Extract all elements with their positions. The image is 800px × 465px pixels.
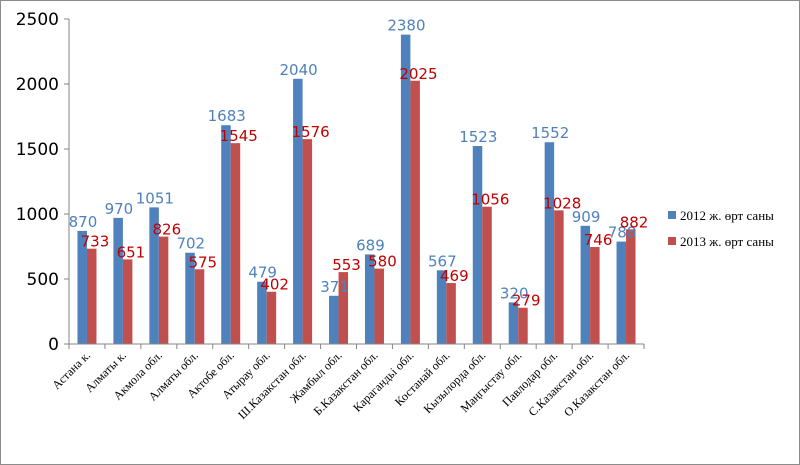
bar-2013 [194, 269, 205, 344]
legend: 2012 ж. өрт саны 2013 ж. өрт саны [668, 208, 774, 249]
y-axis: 0 500 1000 1500 2000 2500 [16, 10, 70, 355]
legend-swatch-2012 [668, 211, 676, 219]
data-label-2013: 733 [81, 233, 110, 251]
x-category-label: Б.Казакстан обл. [311, 348, 381, 418]
data-label-2012: 2040 [280, 61, 318, 79]
data-label-2013: 882 [620, 213, 649, 231]
bar-2012 [400, 34, 411, 344]
data-label-2012: 371 [320, 278, 349, 296]
data-label-2012: 1523 [459, 128, 497, 146]
data-label-2013: 1028 [543, 194, 581, 212]
data-label-2012: 320 [500, 284, 529, 302]
data-label-2013: 1545 [220, 127, 258, 145]
data-label-2013: 651 [117, 243, 146, 261]
x-category-label: Кызылорда обл. [421, 348, 489, 416]
bar-2013 [86, 248, 97, 344]
y-tick-label: 500 [27, 270, 59, 290]
data-label-2012: 1683 [208, 107, 246, 125]
bar-2013 [482, 206, 492, 344]
bar-2013 [590, 247, 600, 344]
bar-2012 [221, 125, 231, 345]
bar-2012 [329, 295, 339, 344]
data-label-2012: 567 [428, 252, 457, 270]
bar-2012 [436, 270, 447, 344]
bar-2012 [616, 241, 627, 344]
bar-2012 [508, 302, 519, 344]
data-label-2013: 1056 [471, 191, 509, 209]
data-label-2012: 689 [356, 236, 385, 254]
bar-2013 [338, 272, 349, 344]
data-label-2012: 970 [105, 200, 134, 218]
x-axis: Астана к.Алматы к.Акмола обл.Алматы обл.… [49, 343, 645, 422]
data-label-2012: 909 [572, 208, 601, 226]
bar-2012 [293, 78, 303, 345]
data-label-2012: 788 [608, 224, 637, 242]
bar-2012 [77, 230, 87, 344]
y-tick-label: 1500 [16, 140, 59, 160]
data-label-2013: 553 [332, 256, 361, 274]
data-label-2013: 469 [440, 267, 469, 285]
y-tick-label: 0 [48, 335, 59, 355]
x-category-label: О.Казакстан обл. [561, 348, 632, 419]
y-tick-label: 2000 [16, 75, 59, 95]
data-label-2013: 402 [260, 276, 289, 294]
data-label-2013: 580 [368, 253, 397, 271]
bar-2013 [230, 143, 241, 344]
data-label-2013: 826 [153, 221, 182, 239]
data-label-2012: 2380 [387, 17, 425, 35]
data-label-2012: 1051 [136, 189, 174, 207]
bar-2013 [554, 210, 564, 344]
bar-2013 [122, 259, 133, 344]
legend-label-2012: 2012 ж. өрт саны [680, 208, 774, 223]
bar-2012 [257, 281, 267, 344]
bar-2013 [518, 307, 528, 344]
bar-2012 [472, 146, 483, 344]
data-label-2013: 1576 [292, 123, 330, 141]
bars [77, 34, 636, 345]
bar-2013 [410, 80, 420, 344]
data-label-2013: 279 [512, 292, 541, 310]
data-label-2013: 2025 [399, 65, 437, 83]
bar-2013 [302, 139, 313, 344]
bar-2013 [374, 268, 384, 344]
bar-2013 [158, 236, 169, 344]
bar-2013 [446, 283, 456, 344]
data-label-2012: 1552 [531, 124, 569, 142]
bar-2013 [266, 291, 277, 344]
bar-2012 [149, 207, 159, 344]
bar-2012 [364, 254, 375, 344]
data-label-2012: 702 [176, 235, 205, 253]
data-label-2013: 575 [188, 253, 217, 271]
data-label-2012: 479 [248, 264, 277, 282]
bar-2012 [185, 252, 195, 344]
bar-2012 [544, 142, 555, 344]
y-tick-label: 2500 [16, 10, 59, 30]
data-label-2013: 746 [584, 231, 613, 249]
legend-label-2013: 2013 ж. өрт саны [680, 234, 774, 249]
bar-2012 [580, 225, 591, 344]
bar-2012 [113, 217, 123, 344]
data-label-2012: 870 [69, 213, 98, 231]
legend-swatch-2013 [668, 237, 676, 245]
bar-2013 [626, 229, 636, 344]
y-tick-label: 1000 [16, 205, 59, 225]
